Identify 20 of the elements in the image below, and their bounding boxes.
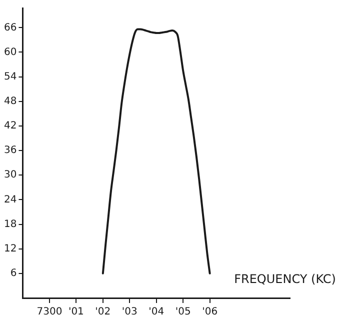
y-tick-label: 36 — [4, 145, 17, 156]
y-tick-label: 54 — [4, 71, 17, 82]
y-tick-label: 6 — [10, 268, 17, 280]
y-tick-label: 12 — [4, 243, 17, 254]
x-tick-label: '06 — [202, 306, 218, 318]
y-tick-label: 30 — [4, 170, 17, 181]
x-tick-label: '03 — [122, 306, 138, 318]
y-tick-label: 18 — [4, 218, 17, 230]
x-axis-title: FREQUENCY (KC) — [234, 272, 336, 286]
x-tick-label: '04 — [148, 306, 164, 318]
line-series — [102, 28, 211, 274]
y-tick-label: 24 — [4, 194, 17, 206]
y-tick-label: 42 — [4, 120, 17, 132]
x-tick-label: 7300 — [36, 306, 62, 318]
y-tick-label: 48 — [4, 96, 17, 107]
x-tick-label: '01 — [68, 306, 84, 318]
y-tick-label: 60 — [4, 46, 17, 58]
x-tick-label: '05 — [175, 306, 191, 318]
y-tick-label: 66 — [4, 22, 17, 34]
x-tick-label: '02 — [95, 306, 111, 318]
